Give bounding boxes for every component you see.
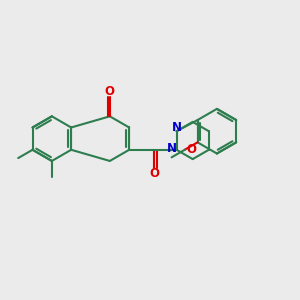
Text: O: O	[187, 143, 196, 156]
Text: O: O	[149, 167, 159, 179]
Text: N: N	[167, 142, 177, 155]
Text: N: N	[172, 121, 182, 134]
Text: O: O	[105, 85, 115, 98]
